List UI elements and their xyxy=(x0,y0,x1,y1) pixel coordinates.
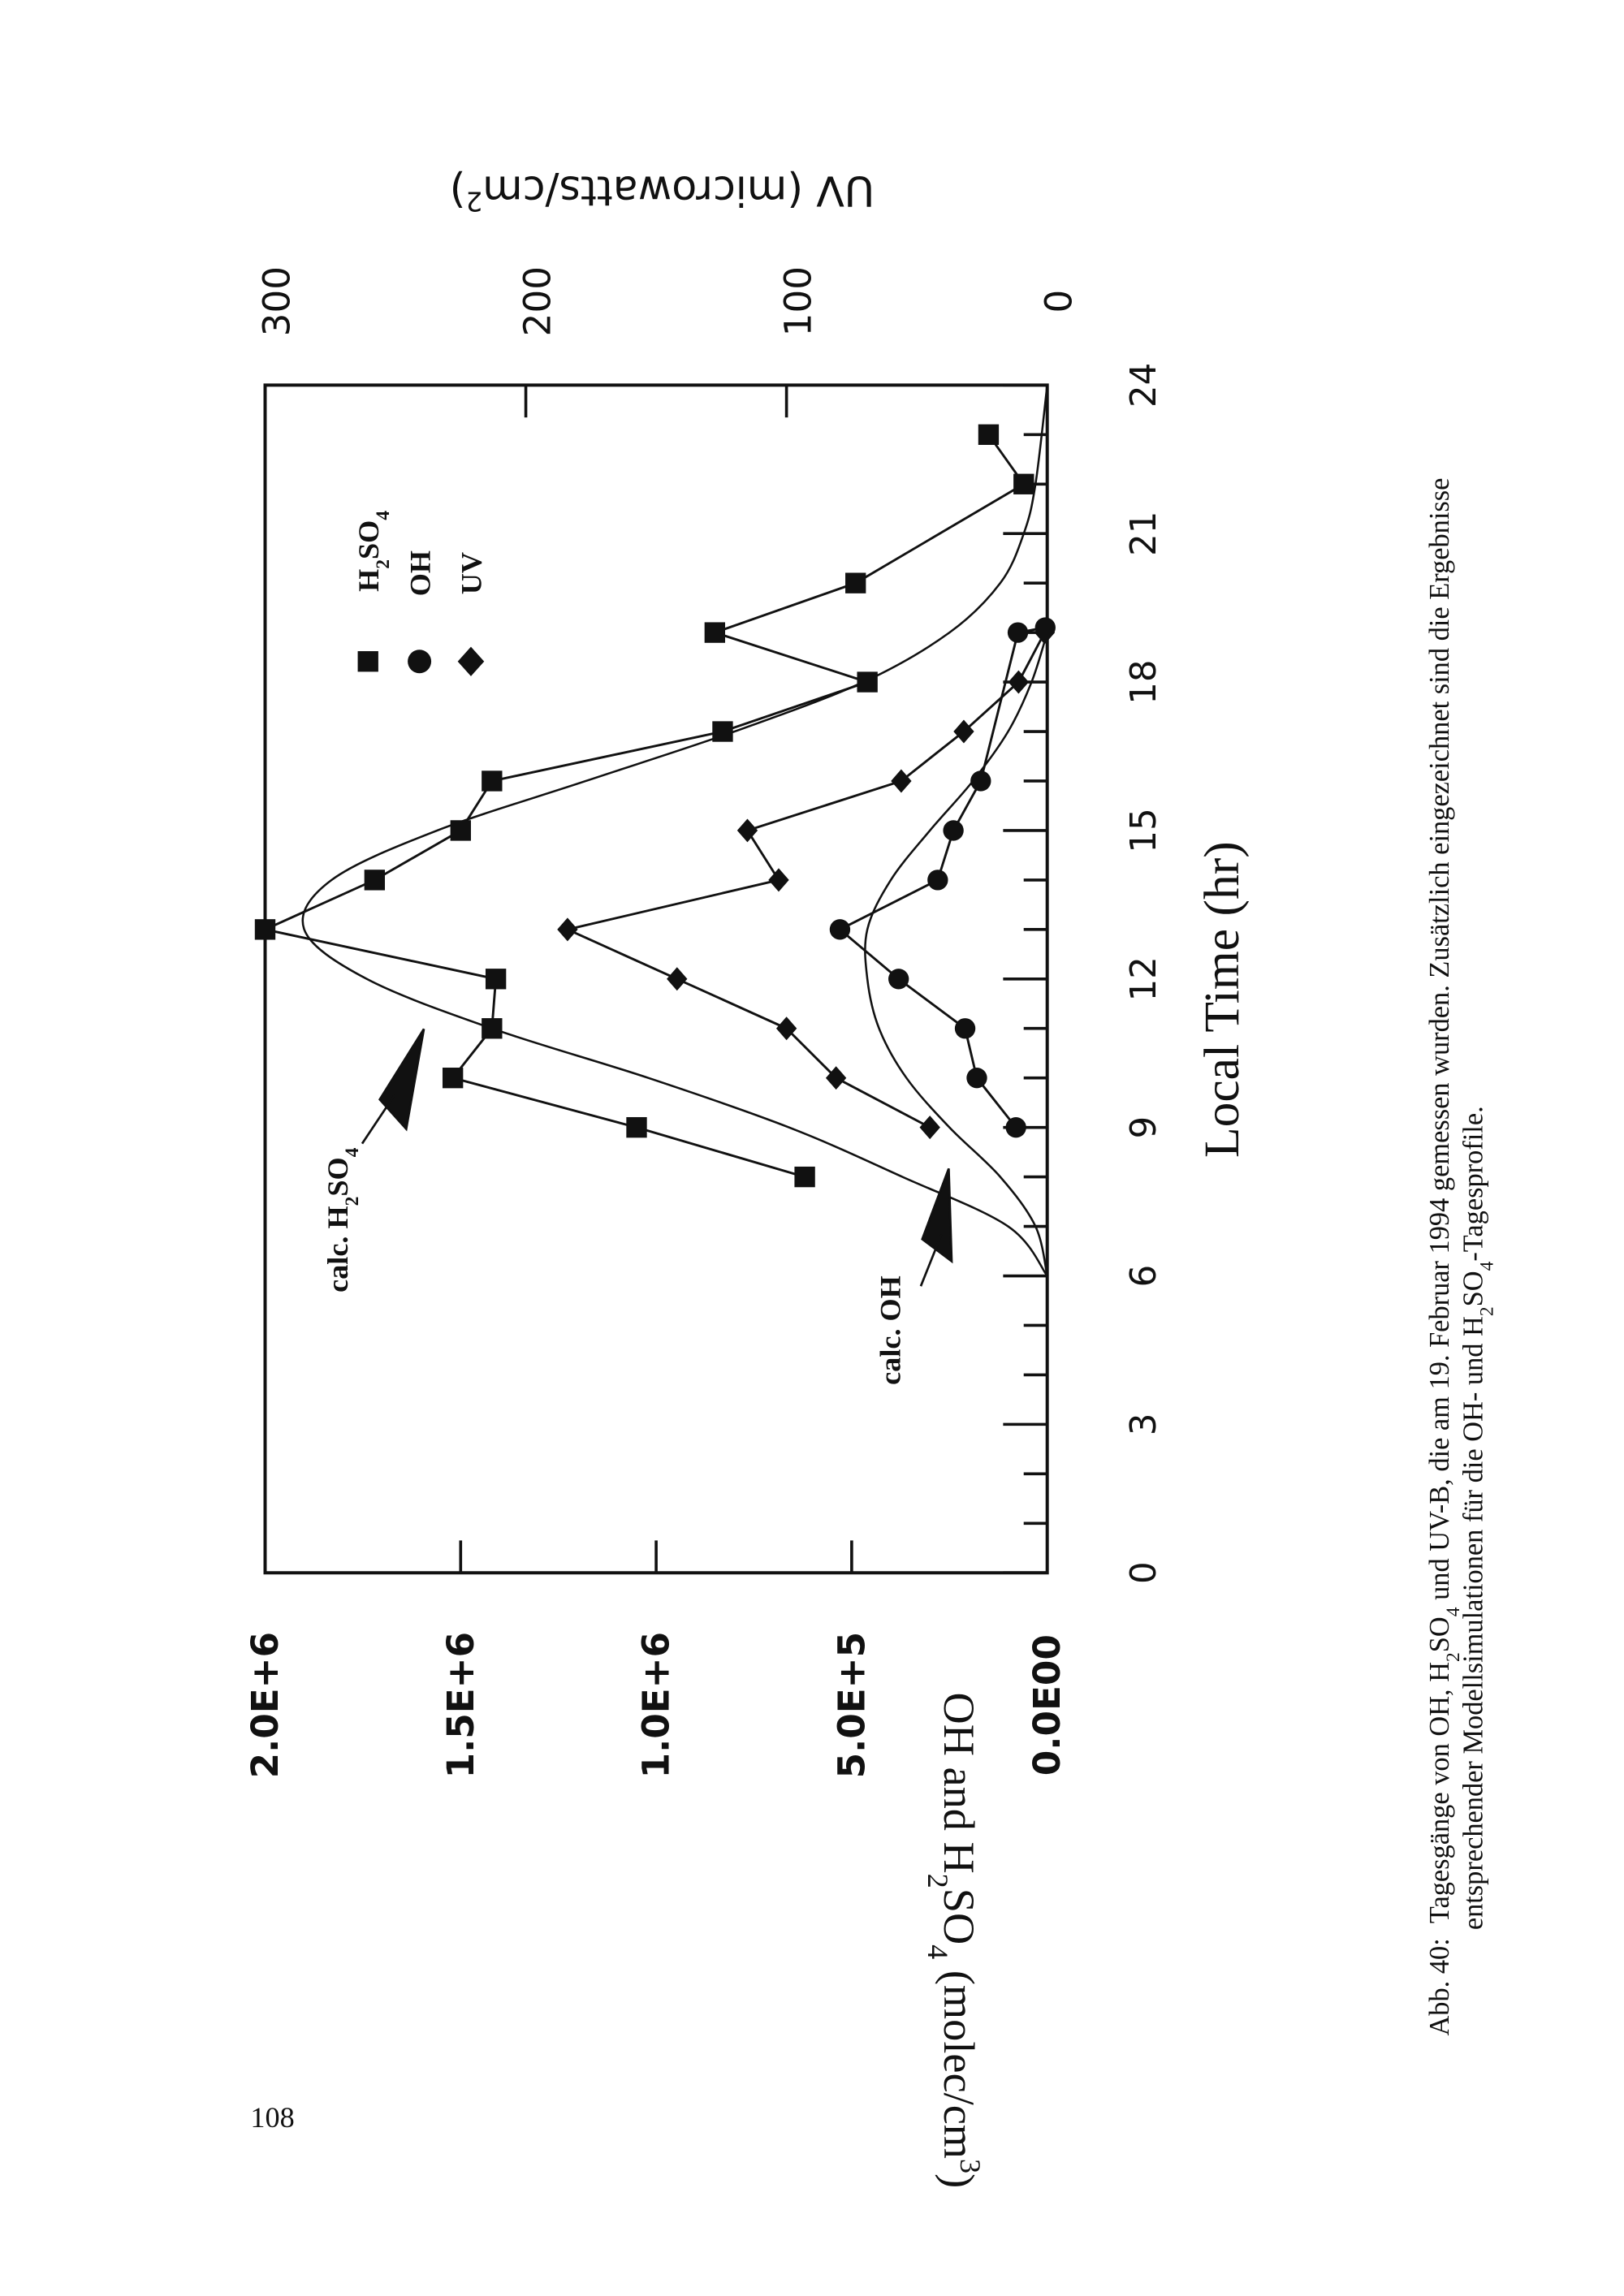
uv-data-point xyxy=(1034,620,1056,645)
legend-circle-marker xyxy=(408,650,432,674)
calc-h2so4-curve xyxy=(301,385,1048,1277)
oh-data-point xyxy=(954,1018,976,1039)
svg-text:calc. H2SO4: calc. H2SO4 xyxy=(322,1147,363,1293)
markers xyxy=(254,424,1056,1188)
caption-line-1: Abb. 40:Tagesgänge von OH, H2SO4 und UV-… xyxy=(1424,478,1464,2036)
h2so4-data-point xyxy=(485,969,507,990)
uv-data-point xyxy=(919,1116,940,1140)
legend-label-uv: UV xyxy=(456,552,488,594)
oh-data-point xyxy=(970,770,991,792)
h2so4-data-point xyxy=(845,572,866,593)
svg-text:calc. OH: calc. OH xyxy=(875,1275,907,1385)
legend: H2SO4 OH UV xyxy=(352,511,488,676)
oh-data-point xyxy=(888,969,909,990)
y2-tick-labels: 0 100 200 300 xyxy=(255,266,1080,336)
x-tick-label: 12 xyxy=(1124,956,1164,1001)
x-tick-label: 21 xyxy=(1124,511,1164,556)
uv-data-point xyxy=(736,818,758,843)
oh-data-point xyxy=(943,820,964,841)
y-axis-title: OH and H2SO4 (molec/cm3) xyxy=(922,1692,987,2188)
oh-data-point xyxy=(966,1068,987,1089)
figure-caption: Abb. 40:Tagesgänge von OH, H2SO4 und UV-… xyxy=(1424,478,1498,2036)
uv-data-point xyxy=(667,967,688,991)
x-tick-label: 3 xyxy=(1124,1413,1164,1436)
x-tick-label: 15 xyxy=(1124,808,1164,852)
y-tick-label: 2.0E+6 xyxy=(244,1632,287,1778)
uv-data-point xyxy=(775,1016,797,1041)
annotation-calc-oh: calc. OH xyxy=(875,1167,953,1385)
x-tick-label: 18 xyxy=(1124,659,1164,704)
h2so4-data-point xyxy=(442,1068,464,1089)
h2so4-data-point xyxy=(794,1166,815,1188)
y2-tick-label: 200 xyxy=(516,266,559,336)
h2so4-data-point xyxy=(626,1116,647,1138)
oh-data-point xyxy=(829,919,851,940)
legend-diamond-marker xyxy=(457,646,485,676)
x-tick-labels: 0 3 6 9 12 15 18 21 24 xyxy=(1124,363,1164,1584)
arrow-icon xyxy=(361,1028,425,1145)
uv-series-line xyxy=(564,632,1046,1129)
page-number: 108 xyxy=(250,2101,294,2134)
x-tick-label: 24 xyxy=(1124,363,1164,408)
uv-data-point xyxy=(953,719,974,744)
oh-data-point xyxy=(1005,1116,1026,1138)
h2so4-data-point xyxy=(450,820,471,841)
uv-data-point xyxy=(557,917,578,942)
h2so4-data-point xyxy=(978,424,1000,445)
h2so4-data-point xyxy=(712,721,733,742)
y-tick-label: 0.0E00 xyxy=(1026,1634,1069,1776)
uv-data-point xyxy=(825,1066,847,1090)
oh-series-line xyxy=(837,626,1046,1129)
y-tick-label: 1.5E+6 xyxy=(439,1632,482,1778)
y2-tick-label: 100 xyxy=(777,266,820,336)
y-tick-labels: 0.0E00 5.0E+5 1.0E+6 1.5E+6 2.0E+6 xyxy=(244,1632,1069,1778)
y2-axis-title: UV (microwatts/cm2) xyxy=(450,166,875,216)
calc-oh-curve xyxy=(864,632,1048,1276)
y-tick-label: 5.0E+5 xyxy=(830,1632,873,1778)
x-axis-title: Local Time (hr) xyxy=(1194,841,1250,1158)
h2so4-data-point xyxy=(482,770,503,792)
uv-data-point xyxy=(891,769,912,793)
y2-tick-label: 300 xyxy=(255,266,298,336)
x-tick-label: 0 xyxy=(1124,1561,1164,1584)
y2-tick-label: 0 xyxy=(1038,290,1081,313)
arrow-icon xyxy=(919,1167,953,1287)
annotation-calc-h2so4: calc. H2SO4 xyxy=(322,1028,425,1293)
x-tick-label: 6 xyxy=(1124,1265,1164,1288)
oh-data-point xyxy=(1007,622,1029,643)
h2so4-data-point xyxy=(704,622,725,643)
uv-data-point xyxy=(1008,670,1030,694)
legend-square-marker xyxy=(357,651,378,672)
y-tick-label: 1.0E+6 xyxy=(635,1632,678,1778)
h2so4-data-point xyxy=(254,919,276,940)
x-tick-label: 9 xyxy=(1124,1116,1164,1139)
legend-label-h2so4: H2SO4 xyxy=(352,511,394,592)
h2so4-data-point xyxy=(857,671,878,693)
h2so4-data-point xyxy=(1013,473,1034,494)
caption-line-2: entsprechender Modellsimulationen für di… xyxy=(1458,1106,1498,1930)
uv-data-point xyxy=(768,868,789,892)
axis-ticks xyxy=(459,383,1047,1575)
oh-data-point xyxy=(927,870,948,891)
h2so4-data-point xyxy=(364,870,386,891)
legend-label-oh: OH xyxy=(404,550,436,596)
h2so4-data-point xyxy=(482,1018,503,1039)
